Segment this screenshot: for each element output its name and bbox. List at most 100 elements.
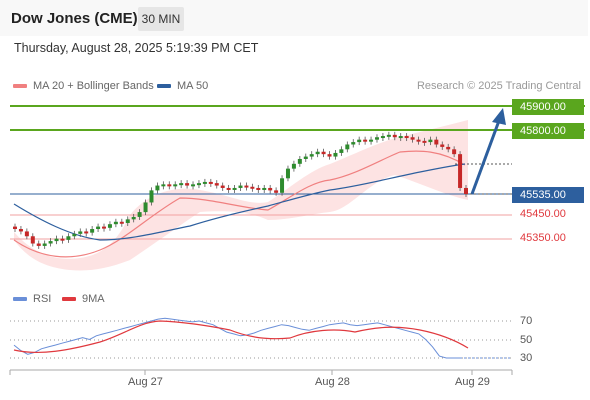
bearish-candle: [452, 149, 457, 155]
bearish-candle: [36, 243, 41, 246]
bearish-candle: [392, 134, 397, 138]
ma50-line: [13, 163, 466, 241]
bullish-candle: [386, 134, 391, 137]
bearish-candle: [250, 186, 255, 189]
legend-ma50: MA 50: [157, 80, 208, 92]
bearish-candle: [268, 187, 273, 191]
bullish-candle: [137, 212, 142, 217]
ma50-swatch: [157, 84, 171, 89]
bearish-candle: [167, 184, 172, 187]
bullish-candle: [196, 183, 201, 186]
bullish-candle: [125, 219, 130, 223]
bullish-candle: [339, 149, 344, 153]
bullish-candle: [96, 226, 101, 230]
rsi-tick-30: 30: [520, 352, 533, 364]
ma50-label: MA 50: [177, 80, 209, 92]
level-badge-r2: 45900.00: [512, 99, 584, 115]
level-badge-r1: 45800.00: [512, 123, 584, 139]
level-label-s2: 45350.00: [520, 232, 566, 244]
rsi-tick-50: 50: [520, 334, 533, 346]
bearish-candle: [185, 183, 190, 186]
bearish-candle: [13, 226, 17, 230]
bullish-candle: [107, 224, 112, 228]
bearish-candle: [321, 151, 326, 155]
bearish-candle: [327, 154, 332, 157]
bullish-candle: [149, 190, 154, 203]
bullish-candle: [333, 152, 338, 157]
ma20-label: MA 20 + Bollinger Bands: [33, 80, 154, 92]
bullish-candle: [54, 238, 59, 242]
bearish-candle: [422, 140, 427, 143]
bullish-candle: [191, 184, 196, 187]
bullish-candle: [262, 187, 267, 190]
bearish-candle: [363, 139, 368, 142]
ma9-swatch: [62, 297, 76, 302]
bearish-candle: [24, 231, 29, 237]
bullish-candle: [303, 156, 308, 159]
ma20-swatch: [13, 84, 27, 89]
legend-rsi: RSI: [13, 293, 51, 305]
x-label-aug27: Aug 27: [128, 376, 163, 388]
bullish-candle: [369, 139, 374, 142]
bullish-candle: [280, 178, 285, 193]
interval-selector[interactable]: 30 MIN: [138, 7, 184, 31]
instrument-title: Dow Jones (CME): [11, 10, 138, 27]
credit: Research © 2025 Trading Central: [416, 80, 581, 92]
bullish-candle: [351, 142, 356, 145]
bearish-candle: [18, 229, 23, 232]
legend-ma20: MA 20 + Bollinger Bands: [13, 80, 154, 92]
bullish-candle: [398, 136, 403, 139]
bullish-candle: [42, 243, 47, 246]
ma20-line: [13, 150, 466, 258]
bullish-candle: [131, 216, 136, 220]
bullish-candle: [90, 229, 95, 233]
bearish-candle: [119, 221, 124, 224]
rsi-line: [13, 317, 460, 359]
bullish-candle: [179, 183, 184, 186]
bearish-candle: [208, 181, 213, 184]
rsi-tick-70: 70: [520, 315, 533, 327]
bullish-candle: [72, 233, 77, 237]
legend-ma9: 9MA: [62, 293, 105, 305]
bearish-candle: [440, 144, 445, 147]
bearish-candle: [274, 190, 279, 193]
bullish-candle: [374, 137, 379, 140]
bullish-candle: [285, 168, 290, 179]
x-label-aug29: Aug 29: [455, 376, 490, 388]
bullish-candle: [357, 139, 362, 143]
bullish-candle: [173, 184, 178, 187]
forecast-arrow: [470, 117, 502, 195]
rsi-ma-line: [13, 320, 469, 354]
bullish-candle: [345, 144, 350, 150]
bearish-candle: [30, 236, 35, 244]
forecast-arrowhead: [492, 108, 506, 125]
bullish-candle: [380, 136, 385, 139]
bullish-candle: [202, 181, 207, 184]
ma9-label: 9MA: [82, 293, 105, 305]
bearish-candle: [244, 185, 249, 188]
bullish-candle: [309, 154, 314, 157]
bullish-candle: [291, 163, 296, 169]
bearish-candle: [458, 154, 463, 188]
bearish-candle: [214, 183, 219, 186]
bearish-candle: [410, 137, 415, 140]
bearish-candle: [60, 238, 65, 241]
bullish-candle: [113, 221, 118, 225]
bearish-candle: [446, 146, 451, 150]
bearish-candle: [416, 139, 421, 142]
bearish-candle: [102, 226, 107, 229]
level-label-s1: 45450.00: [520, 208, 566, 220]
bullish-candle: [428, 139, 433, 143]
bearish-candle: [226, 187, 231, 190]
bullish-candle: [155, 185, 160, 191]
bearish-candle: [220, 185, 225, 188]
x-label-aug28: Aug 28: [315, 376, 350, 388]
bullish-candle: [297, 158, 302, 164]
bollinger-band: [14, 120, 468, 271]
bullish-candle: [48, 241, 53, 244]
bullish-candle: [161, 184, 166, 187]
rsi-swatch: [13, 297, 27, 302]
bullish-candle: [78, 231, 83, 234]
candles-group: [13, 131, 468, 249]
